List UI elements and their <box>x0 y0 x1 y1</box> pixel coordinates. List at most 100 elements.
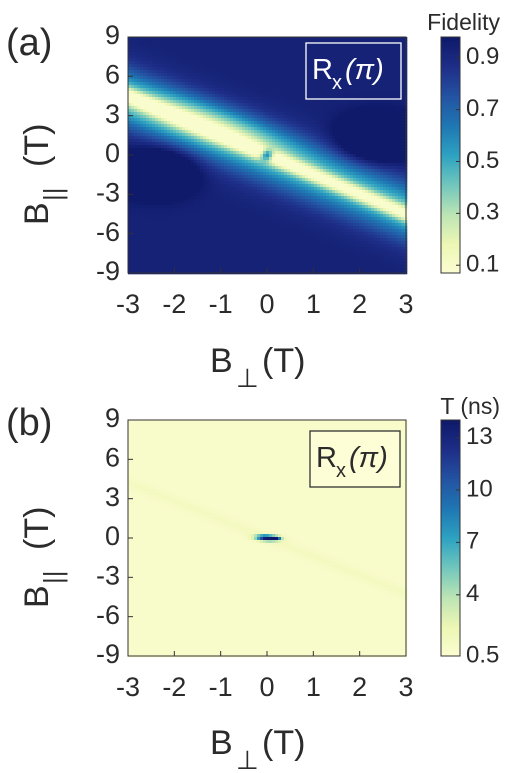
heatmap-cell <box>251 118 255 122</box>
heatmap-cell <box>146 97 150 101</box>
heatmap-cell <box>302 151 306 155</box>
heatmap-cell <box>365 58 369 62</box>
heatmap-cell <box>386 142 390 146</box>
heatmap-cell <box>269 136 273 140</box>
heatmap-cell <box>281 136 285 140</box>
heatmap-cell <box>311 43 315 47</box>
heatmap-cell <box>182 121 186 125</box>
heatmap-cell <box>134 40 138 44</box>
heatmap-cell <box>278 163 282 167</box>
heatmap-cell <box>197 169 201 173</box>
heatmap-cell <box>152 106 156 110</box>
heatmap-cell <box>248 136 252 140</box>
heatmap-cell <box>140 100 144 104</box>
heatmap-cell <box>365 139 369 143</box>
heatmap-cell <box>257 163 261 167</box>
heatmap-cell <box>245 136 249 140</box>
heatmap-cell <box>281 121 285 125</box>
heatmap-cell <box>185 103 189 107</box>
heatmap-cell <box>296 196 300 200</box>
heatmap-cell <box>368 85 372 89</box>
heatmap-cell <box>266 115 270 119</box>
heatmap-cell <box>320 181 324 185</box>
heatmap-cell <box>353 124 357 128</box>
heatmap-cell <box>134 184 138 188</box>
heatmap-cell <box>239 160 243 164</box>
heatmap-cell <box>290 103 294 107</box>
heatmap-cell <box>287 130 291 134</box>
heatmap-cell <box>371 67 375 71</box>
heatmap-cell <box>197 94 201 98</box>
heatmap-cell <box>371 160 375 164</box>
heatmap-cell <box>371 190 375 194</box>
heatmap-cell <box>200 145 204 149</box>
heatmap-cell <box>347 142 351 146</box>
heatmap-cell <box>254 82 258 86</box>
heatmap-cell <box>218 130 222 134</box>
heatmap-cell <box>347 181 351 185</box>
heatmap-cell <box>137 118 141 122</box>
heatmap-cell <box>344 157 348 161</box>
heatmap-cell <box>263 55 267 59</box>
heatmap-cell <box>188 169 192 173</box>
heatmap-cell <box>338 142 342 146</box>
heatmap-cell <box>359 184 363 188</box>
heatmap-cell <box>374 55 378 59</box>
heatmap-cell <box>137 142 141 146</box>
heatmap-cell <box>137 181 141 185</box>
heatmap-cell <box>173 196 177 200</box>
heatmap-cell <box>221 160 225 164</box>
heatmap-cell <box>398 106 402 110</box>
heatmap-cell <box>386 37 390 41</box>
heatmap-cell <box>260 43 264 47</box>
heatmap-cell <box>320 175 324 179</box>
heatmap-cell <box>161 139 165 143</box>
heatmap-cell <box>170 67 174 71</box>
heatmap-cell <box>134 55 138 59</box>
heatmap-cell <box>173 106 177 110</box>
heatmap-cell <box>149 61 153 65</box>
heatmap-cell <box>131 172 135 176</box>
heatmap-cell <box>278 139 282 143</box>
heatmap-cell <box>374 187 378 191</box>
heatmap-cell <box>389 43 393 47</box>
heatmap-cell <box>230 169 234 173</box>
heatmap-cell <box>134 109 138 113</box>
heatmap-cell <box>272 76 276 80</box>
heatmap-cell <box>356 82 360 86</box>
heatmap-cell <box>149 193 153 197</box>
heatmap-cell <box>266 160 270 164</box>
heatmap-cell <box>347 184 351 188</box>
heatmap-cell <box>290 118 294 122</box>
heatmap-cell <box>395 118 399 122</box>
heatmap-cell <box>167 124 171 128</box>
heatmap-cell <box>191 88 195 92</box>
heatmap-cell <box>203 157 207 161</box>
heatmap-cell <box>245 175 249 179</box>
heatmap-cell <box>236 190 240 194</box>
heatmap-cell <box>257 94 261 98</box>
heatmap-cell <box>245 106 249 110</box>
heatmap-cell <box>401 109 405 113</box>
heatmap-cell <box>308 91 312 95</box>
heatmap-cell <box>146 58 150 62</box>
heatmap-cell <box>371 76 375 80</box>
heatmap-cell <box>353 130 357 134</box>
heatmap-cell <box>161 97 165 101</box>
heatmap-cell <box>311 136 315 140</box>
heatmap-cell <box>134 142 138 146</box>
heatmap-cell <box>245 64 249 68</box>
heatmap-cell <box>341 187 345 191</box>
heatmap-cell <box>188 37 192 41</box>
heatmap-cell <box>179 148 183 152</box>
heatmap-cell <box>191 130 195 134</box>
heatmap-cell <box>146 70 150 74</box>
heatmap-cell <box>311 58 315 62</box>
heatmap-cell <box>284 91 288 95</box>
heatmap-cell <box>158 196 162 200</box>
heatmap-cell <box>233 46 237 50</box>
heatmap-cell <box>254 163 258 167</box>
heatmap-cell <box>242 43 246 47</box>
heatmap-cell <box>197 151 201 155</box>
heatmap-cell <box>260 151 264 155</box>
